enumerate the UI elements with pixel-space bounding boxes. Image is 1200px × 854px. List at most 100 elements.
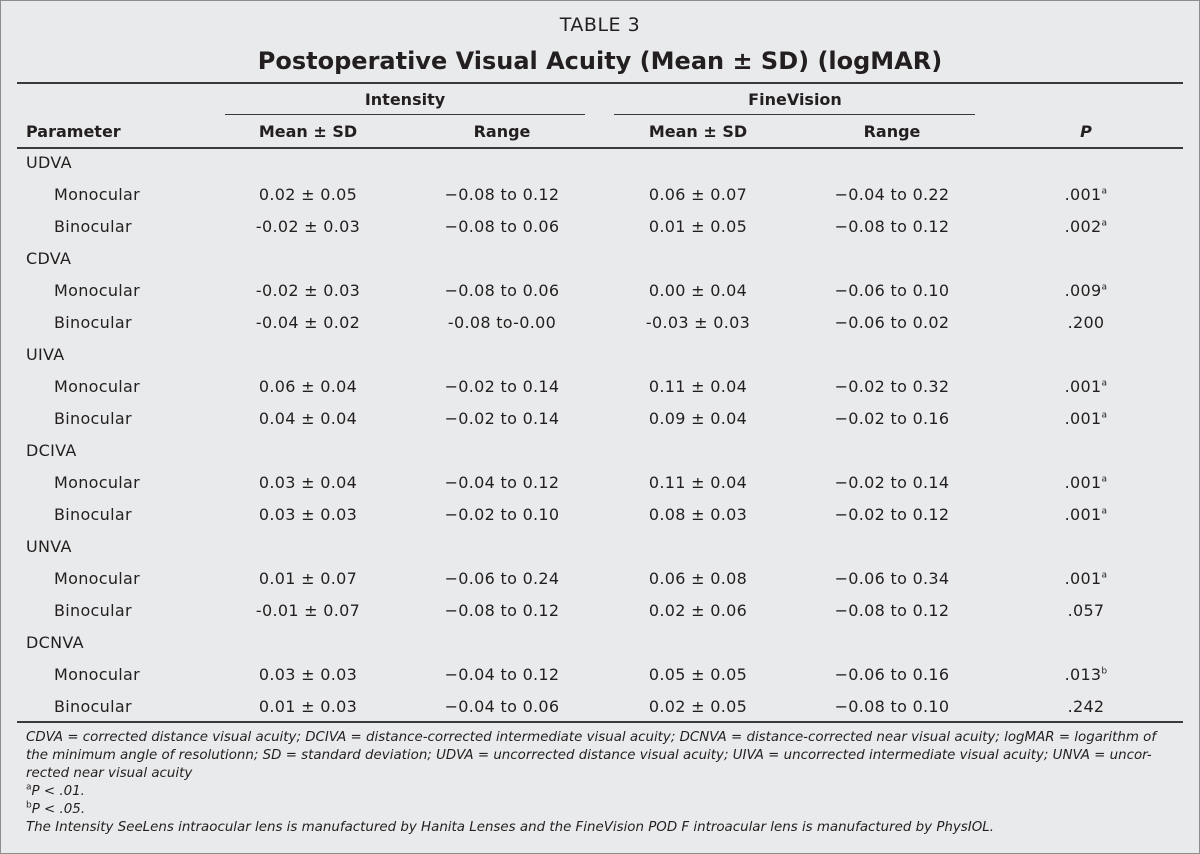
col-header-finevision-mean: Mean ± SD — [648, 122, 748, 141]
top-rule — [17, 82, 1183, 84]
p-value-text: .057 — [1067, 601, 1105, 620]
section-label: DCIVA — [26, 441, 77, 460]
row-label: Monocular — [54, 281, 140, 300]
section-label: UDVA — [26, 153, 72, 172]
p-value-text: .200 — [1067, 313, 1105, 332]
cell-p-value: .200 — [1068, 313, 1105, 332]
p-value-text: .001 — [1064, 409, 1102, 428]
col-header-p: P — [1080, 122, 1092, 141]
cell-intensity-mean: 0.03 ± 0.04 — [258, 473, 358, 492]
p-value-footnote-mark: a — [1101, 186, 1108, 197]
cell-p-value: .001a — [1065, 569, 1108, 588]
cell-intensity-mean: -0.04 ± 0.02 — [255, 313, 361, 332]
cell-finevision-range: −0.08 to 0.12 — [834, 217, 950, 236]
p-value-text: .001 — [1064, 377, 1102, 396]
table-row: Binocular -0.02 ± 0.03 −0.08 to 0.06 0.01 ±… — [0, 217, 1200, 249]
table-row: Monocular 0.01 ± 0.07 −0.06 to 0.24 0.06 ± … — [0, 569, 1200, 601]
cell-p-value: .242 — [1068, 697, 1105, 716]
cell-finevision-range: −0.02 to 0.16 — [834, 409, 950, 428]
footnote-b: bP < .05. — [26, 801, 1176, 819]
table-row: Binocular 0.04 ± 0.04 −0.02 to 0.14 0.09 ± … — [0, 409, 1200, 441]
footnote-abbreviations: CDVA = corrected distance visual acuity;… — [26, 730, 1157, 781]
footnote-b-text: P < .05. — [31, 802, 86, 817]
table-section-row: UNVA — [0, 537, 1200, 569]
cell-p-value: .057 — [1068, 601, 1105, 620]
p-value-footnote-mark: a — [1101, 570, 1108, 581]
cell-finevision-range: −0.08 to 0.10 — [834, 697, 950, 716]
table-title: Postoperative Visual Acuity (Mean ± SD) … — [257, 47, 943, 75]
p-value-text: .009 — [1064, 281, 1102, 300]
footnote-b-mark: b — [26, 800, 32, 811]
section-label: UIVA — [26, 345, 65, 364]
cell-finevision-range: −0.06 to 0.34 — [834, 569, 950, 588]
p-value-footnote-mark: a — [1101, 474, 1108, 485]
cell-intensity-mean: 0.01 ± 0.07 — [258, 569, 358, 588]
cell-finevision-mean: 0.02 ± 0.05 — [648, 697, 748, 716]
cell-intensity-mean: 0.02 ± 0.05 — [258, 185, 358, 204]
table-section-row: UIVA — [0, 345, 1200, 377]
p-value-text: .242 — [1067, 697, 1105, 716]
section-label: UNVA — [26, 537, 72, 556]
row-label: Binocular — [54, 601, 132, 620]
cell-p-value: .013b — [1065, 665, 1108, 684]
cell-intensity-mean: 0.01 ± 0.03 — [258, 697, 358, 716]
cell-finevision-mean: 0.06 ± 0.07 — [648, 185, 748, 204]
col-header-intensity-range: Range — [473, 122, 531, 141]
cell-finevision-mean: -0.03 ± 0.03 — [645, 313, 751, 332]
cell-intensity-range: −0.04 to 0.06 — [444, 697, 560, 716]
p-value-footnote-mark: a — [1101, 378, 1108, 389]
cell-intensity-range: −0.04 to 0.12 — [444, 665, 560, 684]
bottom-rule — [17, 721, 1183, 723]
table-section-row: CDVA — [0, 249, 1200, 281]
p-value-text: .001 — [1064, 505, 1102, 524]
table-row: Monocular 0.03 ± 0.03 −0.04 to 0.12 0.05 ± … — [0, 665, 1200, 697]
row-label: Binocular — [54, 697, 132, 716]
p-value-text: .001 — [1064, 569, 1102, 588]
row-label: Monocular — [54, 473, 140, 492]
cell-finevision-range: −0.06 to 0.02 — [834, 313, 950, 332]
cell-intensity-mean: -0.01 ± 0.07 — [255, 601, 361, 620]
table-row: Binocular -0.01 ± 0.07 −0.08 to 0.12 0.02 ±… — [0, 601, 1200, 633]
cell-finevision-mean: 0.02 ± 0.06 — [648, 601, 748, 620]
cell-intensity-mean: 0.03 ± 0.03 — [258, 665, 358, 684]
p-value-footnote-mark: b — [1101, 666, 1108, 677]
col-header-finevision-range: Range — [863, 122, 921, 141]
cell-p-value: .001a — [1065, 473, 1108, 492]
table-row: Monocular 0.03 ± 0.04 −0.04 to 0.12 0.11 ± … — [0, 473, 1200, 505]
table-row: Monocular 0.06 ± 0.04 −0.02 to 0.14 0.11 ± … — [0, 377, 1200, 409]
table-row: Binocular 0.03 ± 0.03 −0.02 to 0.10 0.08 ± … — [0, 505, 1200, 537]
row-label: Binocular — [54, 313, 132, 332]
row-label: Binocular — [54, 409, 132, 428]
table-row: Binocular -0.04 ± 0.02 -0.08 to-0.00 -0.03 … — [0, 313, 1200, 345]
cell-p-value: .001a — [1065, 409, 1108, 428]
cell-p-value: .001a — [1065, 505, 1108, 524]
cell-intensity-mean: -0.02 ± 0.03 — [255, 281, 361, 300]
table-label: TABLE 3 — [559, 14, 641, 36]
cell-finevision-range: −0.04 to 0.22 — [834, 185, 950, 204]
table-row: Monocular 0.02 ± 0.05 −0.08 to 0.12 0.06 ± … — [0, 185, 1200, 217]
cell-intensity-range: −0.08 to 0.06 — [444, 281, 560, 300]
cell-finevision-mean: 0.01 ± 0.05 — [648, 217, 748, 236]
p-value-footnote-mark: a — [1101, 282, 1108, 293]
cell-finevision-range: −0.08 to 0.12 — [834, 601, 950, 620]
cell-intensity-mean: -0.02 ± 0.03 — [255, 217, 361, 236]
cell-intensity-range: −0.02 to 0.14 — [444, 377, 560, 396]
table-section-row: DCNVA — [0, 633, 1200, 665]
cell-finevision-mean: 0.11 ± 0.04 — [648, 473, 748, 492]
cell-intensity-range: −0.08 to 0.12 — [444, 601, 560, 620]
cell-intensity-range: −0.06 to 0.24 — [444, 569, 560, 588]
cell-finevision-mean: 0.00 ± 0.04 — [648, 281, 748, 300]
cell-intensity-mean: 0.06 ± 0.04 — [258, 377, 358, 396]
cell-intensity-range: −0.04 to 0.12 — [444, 473, 560, 492]
row-label: Monocular — [54, 185, 140, 204]
cell-intensity-range: −0.02 to 0.10 — [444, 505, 560, 524]
table-section-row: UDVA — [0, 153, 1200, 185]
cell-p-value: .002a — [1065, 217, 1108, 236]
section-label: DCNVA — [26, 633, 84, 652]
col-header-parameter: Parameter — [26, 122, 121, 141]
table-section-row: DCIVA — [0, 441, 1200, 473]
section-label: CDVA — [26, 249, 72, 268]
cell-intensity-range: −0.08 to 0.12 — [444, 185, 560, 204]
footnote-a-mark: a — [26, 782, 32, 793]
